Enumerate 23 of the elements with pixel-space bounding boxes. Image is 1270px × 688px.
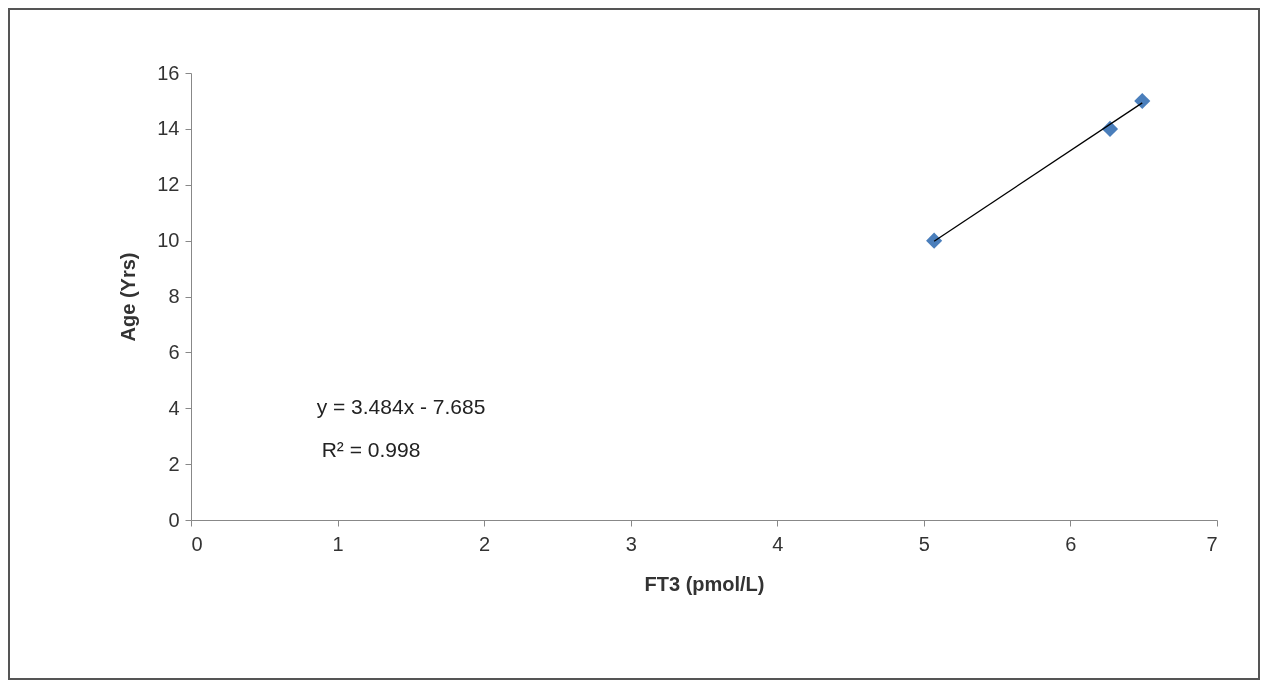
y-tick-label: 16 [157,61,180,84]
point [1134,92,1151,109]
x-tick-label: 7 [1206,532,1218,555]
x-axis-title: FT3 (pmol/L) [644,572,765,595]
y-tick-label: 8 [168,285,180,307]
x-tick-label: 5 [918,532,930,555]
y-axis-title: Age (Yrs) [117,252,140,342]
x-tick-label: 6 [1065,532,1077,555]
y-tick-label: 2 [168,452,180,475]
x-tick-label: 2 [479,532,491,555]
y-tick-label: 4 [168,396,180,419]
x-tick-label: 0 [191,532,203,555]
x-tick-label: 1 [332,532,344,555]
y-tick-label: 0 [168,508,180,531]
y-tick-label: 12 [157,173,180,196]
y-tick-label: 6 [168,340,180,363]
point [926,232,943,249]
y-tick-label: 14 [157,117,180,140]
x-tick-label: 3 [625,532,637,555]
x-tick-label: 4 [772,532,784,555]
annotation: R² = 0.998 [321,438,421,461]
y-tick-label: 10 [157,229,180,252]
annotation: y = 3.484x - 7.685 [316,395,486,418]
